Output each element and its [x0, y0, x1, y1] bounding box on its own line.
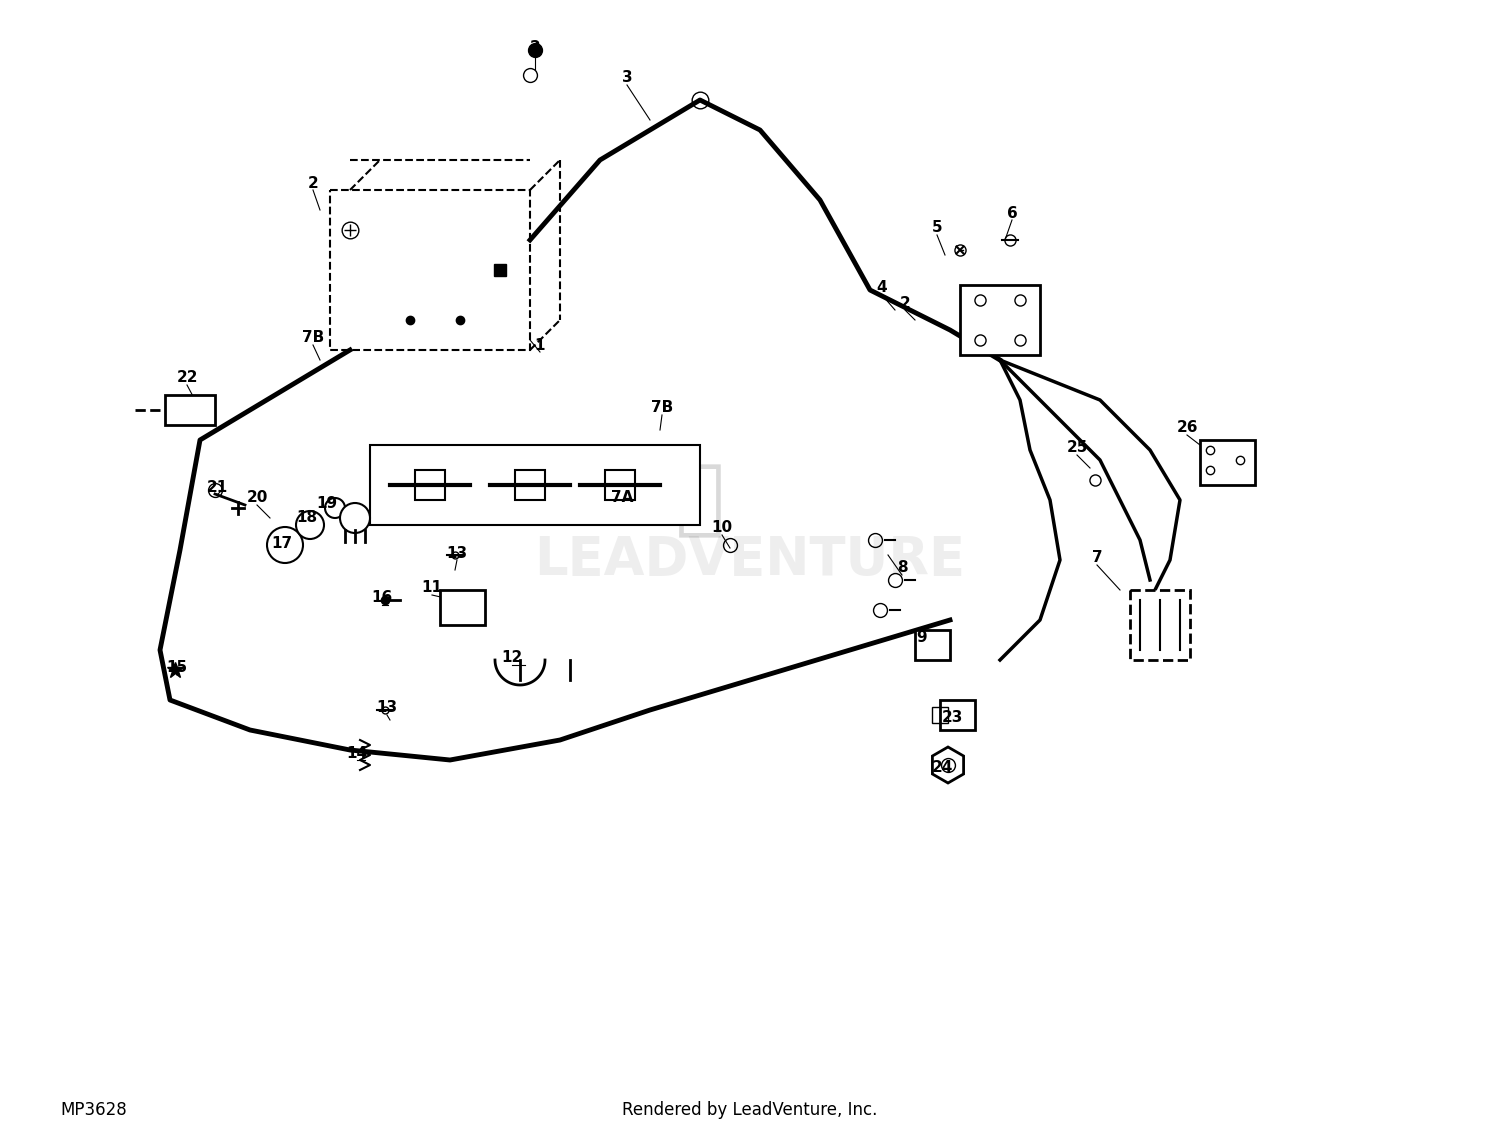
Text: Rendered by LeadVenture, Inc.: Rendered by LeadVenture, Inc. [622, 1101, 878, 1120]
Circle shape [340, 503, 370, 533]
Text: 9: 9 [916, 631, 927, 645]
Text: 22: 22 [177, 370, 198, 386]
Text: 2: 2 [308, 175, 318, 190]
Bar [1130, 590, 1190, 660]
Text: 8: 8 [897, 560, 908, 575]
Bar [940, 700, 975, 730]
Circle shape [267, 528, 303, 563]
Text: LEADVENTURE: LEADVENTURE [534, 534, 966, 586]
Bar [370, 445, 700, 525]
Text: 25: 25 [1066, 440, 1088, 455]
Bar [915, 631, 950, 660]
Circle shape [326, 498, 345, 518]
Text: 1: 1 [534, 337, 546, 352]
Text: 11: 11 [422, 581, 442, 595]
Text: 14: 14 [346, 746, 368, 761]
Text: 3: 3 [621, 70, 633, 86]
Text: 21: 21 [207, 480, 228, 496]
Text: 4: 4 [876, 281, 888, 295]
Bar [1200, 440, 1256, 484]
Text: 18: 18 [297, 511, 318, 525]
Bar [165, 395, 214, 424]
Text: 2: 2 [900, 295, 910, 310]
Text: 24: 24 [932, 761, 952, 775]
Circle shape [296, 511, 324, 539]
Text: 5: 5 [932, 221, 942, 235]
Text: 19: 19 [316, 496, 338, 511]
Bar [330, 190, 530, 350]
Text: 15: 15 [166, 660, 188, 676]
Text: 16: 16 [372, 591, 393, 606]
Text: 12: 12 [501, 651, 522, 666]
Text: 7: 7 [1092, 550, 1102, 566]
Text: 2: 2 [530, 41, 540, 55]
Text: 10: 10 [711, 521, 732, 535]
Bar [514, 470, 544, 500]
Bar [960, 285, 1040, 355]
Text: 13: 13 [376, 701, 398, 715]
Text: 🔥: 🔥 [675, 460, 724, 540]
Text: 20: 20 [246, 490, 267, 506]
Bar [604, 470, 634, 500]
Text: 13: 13 [447, 546, 468, 560]
Bar [416, 470, 446, 500]
Text: 7A: 7A [610, 490, 633, 506]
Text: 7B: 7B [651, 401, 674, 415]
Text: 23: 23 [942, 711, 963, 726]
Text: 7B: 7B [302, 331, 324, 345]
Text: 6: 6 [1007, 206, 1017, 221]
Text: 17: 17 [272, 535, 292, 550]
Text: MP3628: MP3628 [60, 1101, 126, 1120]
Text: 26: 26 [1176, 420, 1197, 436]
Bar [440, 590, 485, 625]
